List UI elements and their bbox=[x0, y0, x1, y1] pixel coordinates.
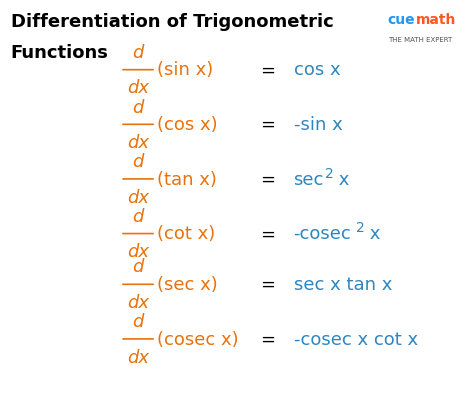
Text: dx: dx bbox=[127, 294, 149, 312]
Text: (tan x): (tan x) bbox=[157, 171, 217, 189]
Text: Functions: Functions bbox=[11, 44, 109, 62]
Text: =: = bbox=[261, 61, 275, 79]
Text: d: d bbox=[132, 44, 144, 62]
Text: THE MATH EXPERT: THE MATH EXPERT bbox=[388, 37, 452, 42]
Text: d: d bbox=[132, 99, 144, 116]
Text: 2: 2 bbox=[325, 167, 333, 181]
Text: sec: sec bbox=[293, 171, 324, 189]
Text: -cosec: -cosec bbox=[293, 225, 351, 243]
Text: x: x bbox=[364, 225, 381, 243]
Text: =: = bbox=[261, 116, 275, 134]
Text: =: = bbox=[261, 276, 275, 294]
Text: x: x bbox=[333, 171, 349, 189]
Text: -cosec x cot x: -cosec x cot x bbox=[293, 331, 418, 349]
Text: (cot x): (cot x) bbox=[157, 225, 215, 243]
Text: d: d bbox=[132, 259, 144, 277]
Text: (cos x): (cos x) bbox=[157, 116, 218, 134]
Text: dx: dx bbox=[127, 349, 149, 367]
Text: Differentiation of Trigonometric: Differentiation of Trigonometric bbox=[11, 13, 334, 31]
Text: math: math bbox=[416, 13, 456, 27]
Text: cos x: cos x bbox=[293, 61, 340, 79]
Text: -sin x: -sin x bbox=[293, 116, 342, 134]
Text: dx: dx bbox=[127, 79, 149, 97]
Text: sec x tan x: sec x tan x bbox=[293, 276, 392, 294]
Text: dx: dx bbox=[127, 134, 149, 152]
Text: =: = bbox=[261, 331, 275, 349]
Text: d: d bbox=[132, 313, 144, 331]
Text: 2: 2 bbox=[356, 222, 365, 235]
Text: (sec x): (sec x) bbox=[157, 276, 218, 294]
Text: (cosec x): (cosec x) bbox=[157, 331, 238, 349]
Text: =: = bbox=[261, 171, 275, 189]
Text: d: d bbox=[132, 153, 144, 171]
Text: =: = bbox=[261, 225, 275, 243]
Text: (sin x): (sin x) bbox=[157, 61, 213, 79]
Text: cue: cue bbox=[388, 13, 415, 27]
Text: dx: dx bbox=[127, 243, 149, 261]
Text: d: d bbox=[132, 208, 144, 226]
Text: dx: dx bbox=[127, 189, 149, 207]
